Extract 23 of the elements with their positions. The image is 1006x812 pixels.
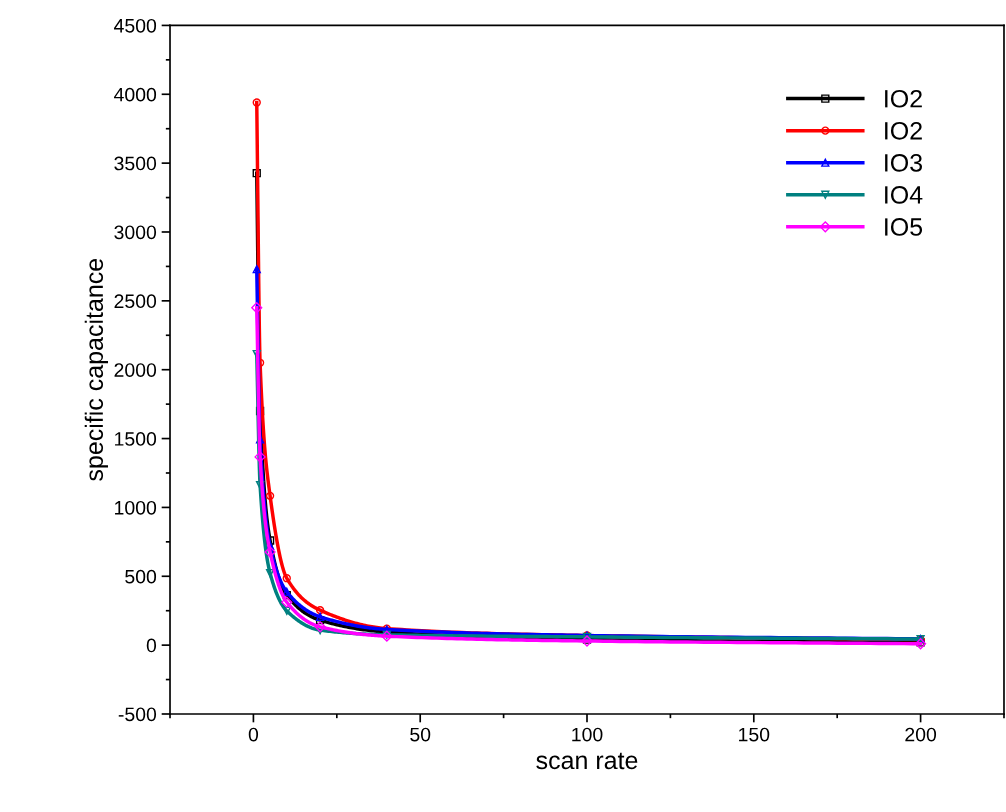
legend-label: IO5	[885, 218, 923, 236]
x-tick-label: 200	[905, 727, 937, 742]
y-tick-label: 2000	[114, 363, 157, 377]
y-tick-label: -500	[118, 707, 157, 722]
legend-label: IO3	[885, 154, 923, 172]
x-tick-label: 0	[248, 727, 259, 742]
y-tick-label: 1000	[115, 500, 157, 515]
legend-label: IO2	[885, 89, 922, 108]
y-tick-label: 4000	[114, 87, 157, 102]
x-tick-label: 150	[739, 727, 770, 742]
y-tick-label: 2500	[114, 294, 157, 309]
legend-label: IO4	[885, 186, 923, 204]
y-axis-title: specific capacitance	[84, 258, 109, 481]
x-tick-label: 100	[572, 727, 603, 742]
x-tick-label: 50	[410, 727, 431, 742]
y-tick-label: 4500	[114, 18, 157, 33]
y-tick-label: 0	[146, 638, 157, 653]
y-tick-label: 500	[125, 569, 157, 584]
legend-label: IO2	[885, 121, 922, 140]
x-axis-title: scan rate	[536, 752, 638, 770]
y-tick-label: 1500	[115, 432, 157, 446]
y-tick-label: 3500	[114, 156, 157, 171]
y-tick-label: 3000	[114, 225, 157, 240]
